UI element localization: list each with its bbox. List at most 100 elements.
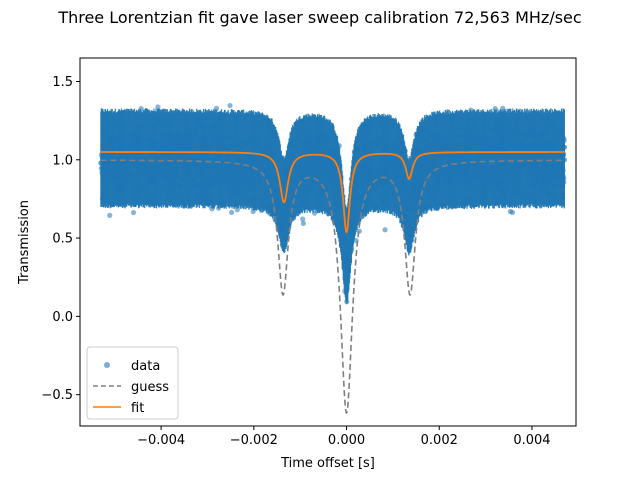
data-point	[502, 188, 508, 194]
data-point	[144, 142, 150, 148]
data-point	[126, 178, 133, 184]
data-point	[367, 168, 373, 174]
data-point	[229, 184, 235, 190]
data-point	[434, 136, 440, 143]
data-point	[367, 180, 374, 186]
data-point	[202, 143, 209, 149]
data-point	[101, 163, 107, 170]
data-point	[208, 189, 214, 195]
data-point	[120, 166, 126, 172]
data-point	[436, 113, 442, 119]
data-point	[300, 220, 306, 227]
y-tick-label: 1.0	[52, 153, 73, 168]
data-point	[107, 163, 114, 169]
data-point	[504, 183, 510, 189]
data-point	[393, 179, 399, 185]
data-point	[504, 175, 511, 181]
data-point	[266, 118, 272, 124]
data-point	[360, 136, 366, 142]
data-point	[267, 210, 273, 216]
data-point	[107, 212, 113, 218]
data-point	[529, 145, 535, 151]
data-point	[440, 203, 446, 210]
data-point	[262, 190, 268, 196]
data-point	[472, 142, 478, 148]
data-point	[424, 156, 430, 163]
data-point	[561, 144, 567, 150]
data-point	[438, 146, 444, 152]
data-point	[168, 134, 174, 140]
data-point	[458, 181, 465, 187]
data-point	[357, 164, 363, 170]
data-point	[109, 122, 115, 129]
data-point	[383, 132, 389, 138]
data-point	[479, 196, 485, 202]
data-point	[395, 134, 401, 141]
data-point	[238, 147, 244, 153]
data-point	[251, 172, 257, 179]
data-point	[185, 164, 191, 170]
data-point	[393, 147, 399, 153]
data-point	[374, 136, 380, 142]
data-point	[210, 144, 216, 150]
data-point	[322, 164, 328, 171]
data-point	[435, 204, 441, 210]
data-point	[495, 116, 501, 122]
data-point	[178, 112, 184, 118]
data-point	[209, 206, 215, 212]
line-layer	[100, 151, 565, 414]
data-point	[418, 169, 424, 175]
data-point	[522, 133, 528, 139]
data-point	[153, 201, 159, 207]
data-point	[149, 125, 155, 131]
data-point	[114, 186, 120, 192]
data-point	[560, 195, 566, 201]
data-point	[428, 147, 434, 153]
data-point	[419, 176, 426, 182]
data-point	[376, 157, 382, 163]
data-point	[202, 162, 208, 168]
data-point	[442, 126, 449, 133]
data-point	[241, 196, 247, 202]
data-point	[138, 105, 144, 112]
y-tick-label: −0.5	[41, 388, 73, 403]
data-point	[551, 182, 557, 188]
data-point	[437, 188, 444, 194]
data-point	[463, 126, 469, 133]
data-point	[106, 169, 112, 175]
data-point	[487, 172, 493, 178]
data-point	[271, 133, 277, 139]
data-point	[131, 181, 137, 187]
data-point	[353, 138, 360, 144]
data-point	[376, 177, 383, 183]
data-point	[313, 134, 320, 141]
data-point	[325, 211, 331, 217]
data-point	[366, 148, 372, 154]
data-point	[203, 196, 209, 202]
data-point	[143, 108, 149, 114]
data-point	[526, 162, 532, 169]
data-point	[382, 227, 388, 233]
data-layer	[98, 102, 568, 305]
data-point	[530, 129, 536, 135]
data-point	[386, 185, 393, 191]
data-point	[348, 248, 354, 254]
data-point	[289, 203, 295, 210]
data-point	[153, 176, 159, 182]
data-point	[493, 201, 499, 207]
data-point	[456, 170, 462, 176]
data-point	[472, 132, 478, 138]
data-point	[216, 205, 222, 211]
data-point	[162, 180, 168, 186]
data-point	[406, 232, 412, 238]
data-point	[164, 121, 170, 127]
data-point	[451, 140, 457, 147]
data-point	[339, 221, 346, 227]
data-point	[350, 214, 356, 221]
data-point	[237, 191, 243, 198]
data-point	[305, 162, 311, 168]
data-point	[105, 126, 111, 132]
data-point	[480, 151, 486, 158]
data-point	[335, 195, 341, 201]
